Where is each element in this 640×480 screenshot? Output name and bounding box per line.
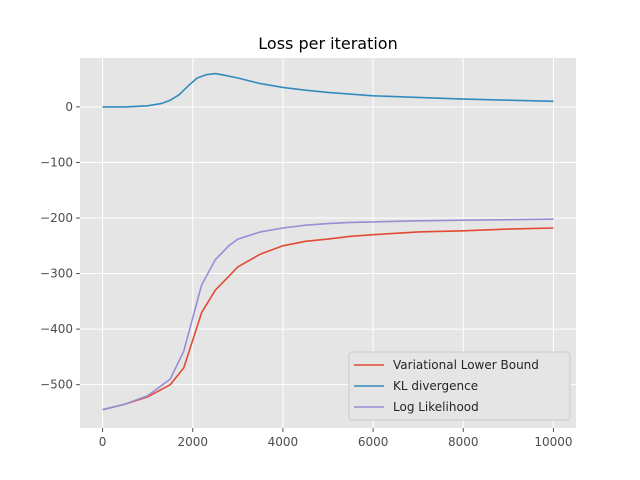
legend: Variational Lower Bound KL divergence Lo… — [348, 351, 571, 421]
y-axis: 0 −100 −200 −300 −400 −500 — [40, 100, 80, 392]
legend-box — [348, 351, 571, 421]
x-tick-label: 8000 — [448, 435, 479, 449]
series-line-kl-divergence — [102, 72, 554, 108]
series-line-variational-lower-bound — [102, 227, 554, 411]
x-tick-label: 0 — [99, 435, 107, 449]
x-axis: 0 2000 4000 6000 8000 10000 — [99, 428, 573, 449]
x-tick-label: 6000 — [358, 435, 389, 449]
chart-title: Loss per iteration — [258, 34, 397, 53]
x-tick-label: 10000 — [534, 435, 572, 449]
y-tick-label: −100 — [40, 155, 73, 169]
legend-label-ll: Log Likelihood — [393, 400, 479, 414]
y-tick-label: −500 — [40, 378, 73, 392]
series-line-log-likelihood — [102, 218, 554, 411]
y-tick-label: −300 — [40, 267, 73, 281]
legend-label-vlb: Variational Lower Bound — [393, 358, 539, 372]
series-layer — [102, 72, 554, 411]
y-tick-label: −200 — [40, 211, 73, 225]
legend-label-kl: KL divergence — [393, 379, 478, 393]
x-tick-label: 4000 — [268, 435, 299, 449]
x-tick-label: 2000 — [177, 435, 208, 449]
y-tick-label: 0 — [65, 100, 73, 114]
grid — [80, 58, 576, 428]
y-tick-label: −400 — [40, 322, 73, 336]
